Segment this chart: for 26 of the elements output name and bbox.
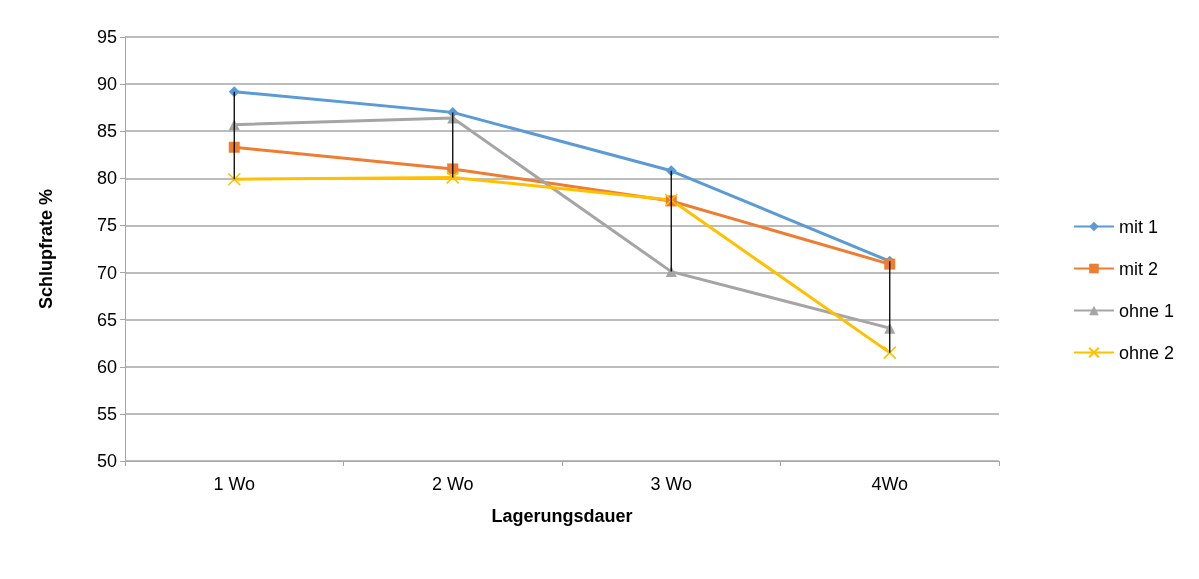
point — [227, 172, 241, 187]
y-tick-label: 65 — [96, 309, 117, 330]
point — [228, 86, 240, 98]
legend-label: mit 1 — [1118, 216, 1158, 237]
point — [228, 141, 240, 153]
y-tick-label: 60 — [96, 356, 117, 377]
y-tick-label: 80 — [96, 168, 117, 189]
point — [883, 345, 897, 360]
y-tick-label: 90 — [96, 74, 117, 95]
x-tick-label: 4Wo — [871, 474, 909, 494]
x-tick-label: 1 Wo — [213, 474, 256, 494]
legend-label: ohne 1 — [1118, 300, 1175, 321]
x-tick-label: 2 Wo — [431, 474, 474, 494]
y-tick-label: 50 — [96, 451, 117, 471]
point — [446, 170, 460, 185]
point — [665, 165, 677, 177]
x-axis-title: Lagerungsdauer — [491, 506, 633, 526]
y-tick-label: 95 — [96, 27, 117, 47]
legend-label: ohne 2 — [1118, 342, 1175, 363]
y-tick-label: 85 — [96, 121, 117, 142]
y-tick-label: 70 — [96, 262, 117, 283]
x-tick-label: 3 Wo — [650, 474, 693, 494]
y-axis-title: Schlupfrate % — [36, 188, 56, 310]
legend-label: mit 2 — [1118, 258, 1158, 279]
y-tick-label: 55 — [96, 403, 117, 424]
y-tick-label: 75 — [96, 215, 117, 236]
